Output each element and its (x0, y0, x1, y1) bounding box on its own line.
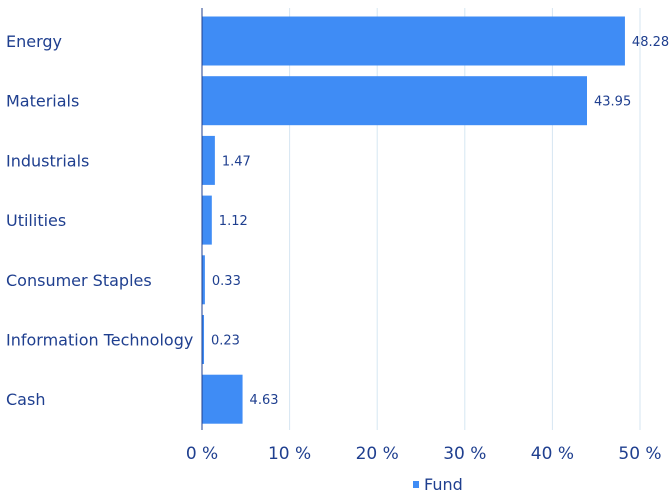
bar (202, 374, 243, 424)
category-label: Information Technology (6, 331, 193, 350)
value-label: 1.12 (219, 214, 248, 229)
legend[interactable]: Fund (413, 475, 463, 494)
value-label: 48.28 (632, 35, 669, 50)
value-label: 1.47 (222, 154, 251, 169)
bar (202, 315, 205, 364)
value-label: 0.33 (212, 274, 241, 289)
bar (202, 135, 215, 185)
grid-lines (289, 8, 641, 430)
bar (202, 195, 212, 245)
x-tick-label: 20 % (356, 444, 399, 464)
category-label: Utilities (6, 211, 66, 230)
value-label: 43.95 (594, 95, 631, 110)
legend-label: Fund (424, 475, 463, 494)
x-tick-label: 30 % (443, 444, 486, 464)
category-label: Cash (6, 390, 45, 409)
x-tick-labels: 0 % 10 % 20 % 30 % 40 % 50 % (186, 444, 662, 464)
value-label: 0.23 (211, 334, 240, 349)
category-label: Materials (6, 92, 79, 111)
x-tick-label: 10 % (268, 444, 311, 464)
bar (202, 16, 625, 66)
bars (202, 16, 625, 424)
x-tick-label: 40 % (531, 444, 574, 464)
category-labels: Energy Materials Industrials Utilities Consu… (6, 32, 193, 409)
value-label: 4.63 (250, 393, 279, 408)
value-labels: 48.28 43.95 1.47 1.12 0.33 0.23 4.63 (211, 35, 669, 408)
category-label: Energy (6, 32, 62, 51)
legend-swatch (413, 481, 419, 488)
category-label: Consumer Staples (6, 271, 152, 290)
x-tick-label: 0 % (186, 444, 218, 464)
x-tick-label: 50 % (618, 444, 661, 464)
category-label: Industrials (6, 151, 89, 170)
bar (202, 255, 205, 305)
bar (202, 76, 588, 126)
